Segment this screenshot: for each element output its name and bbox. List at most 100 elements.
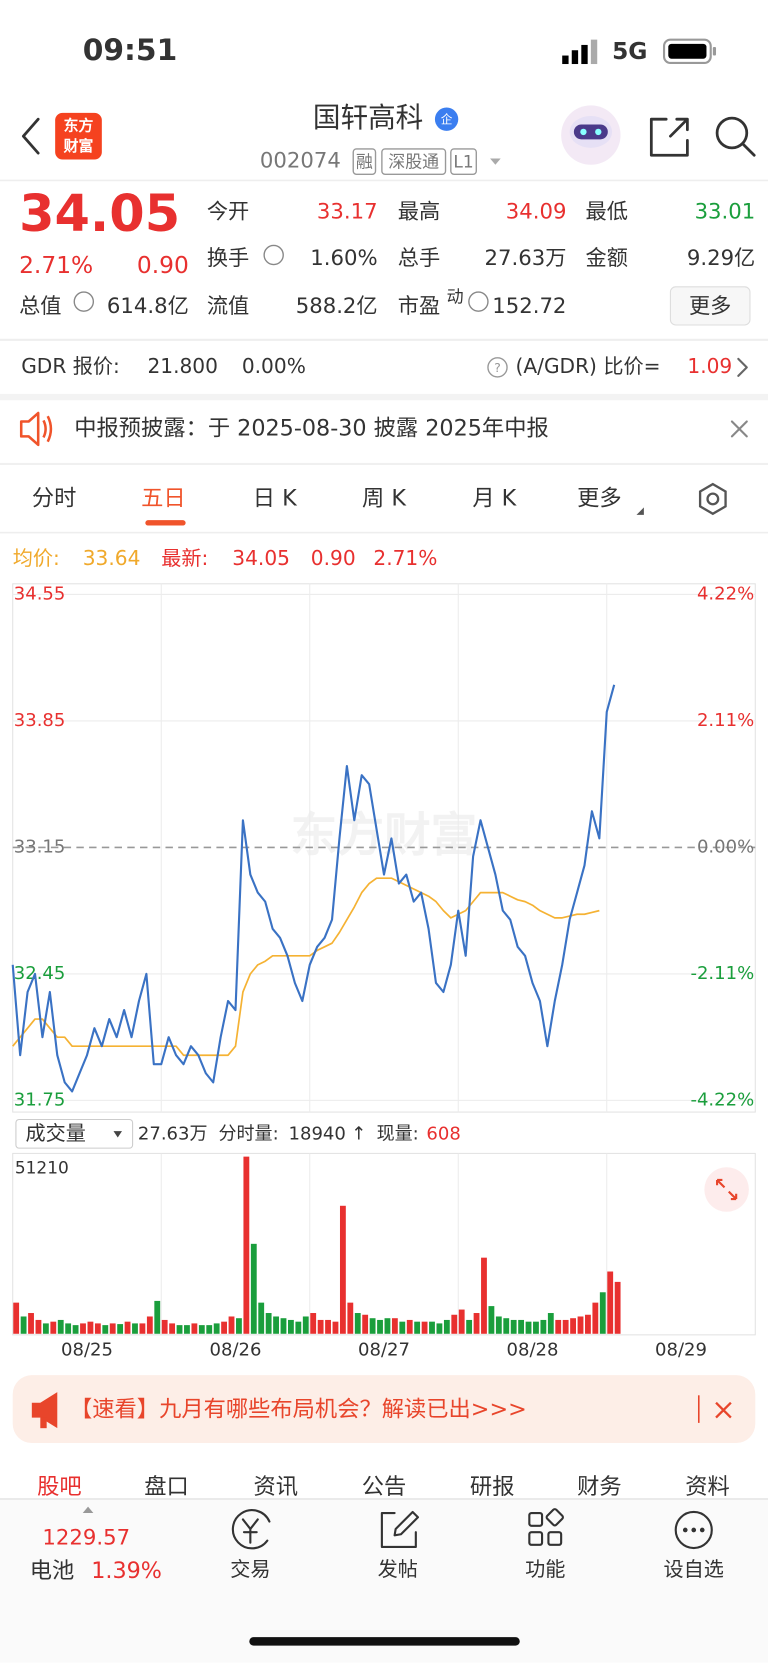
tab[interactable]: 日 K <box>253 485 298 511</box>
volume-bar <box>28 1313 34 1334</box>
volume-bar <box>221 1321 228 1334</box>
field-label: 最高 <box>398 200 440 225</box>
divider <box>0 531 768 534</box>
volume-bar <box>124 1321 131 1334</box>
volume-bar <box>288 1319 294 1334</box>
footer-button[interactable]: 功能 <box>525 1557 565 1581</box>
volume-bar <box>80 1323 86 1334</box>
volume-bar <box>518 1319 525 1334</box>
field-label: 流值 <box>207 294 249 319</box>
volume-bar <box>161 1319 168 1334</box>
assistant-avatar[interactable] <box>561 105 621 165</box>
volume-bar <box>607 1271 614 1334</box>
volume-bar <box>481 1257 487 1334</box>
watchlist-icon[interactable] <box>674 1510 713 1550</box>
volume-bar <box>384 1318 391 1334</box>
now-volume-label: 现量: <box>377 1123 419 1144</box>
bottom-tab[interactable]: 股吧 <box>37 1474 82 1500</box>
bottom-tab[interactable]: 研报 <box>470 1474 515 1500</box>
tab[interactable]: 五日 <box>141 485 186 511</box>
tab-underline <box>145 520 186 526</box>
trade-icon[interactable] <box>231 1509 271 1550</box>
footer-button[interactable]: 设自选 <box>664 1557 724 1581</box>
volume-bar <box>414 1321 421 1334</box>
info-icon[interactable] <box>468 291 489 312</box>
volume-bar <box>510 1319 517 1334</box>
tag: 融 <box>356 153 373 173</box>
footer-button[interactable]: 发帖 <box>378 1557 418 1581</box>
tab[interactable]: 月 K <box>472 485 517 511</box>
bottom-tabs: 股吧 盘口 资讯 公告 研报 财务 资料 <box>37 1474 730 1500</box>
y2-tick-label: 0.00% <box>697 836 754 857</box>
y2-tick-label: 2.11% <box>697 710 754 731</box>
divider <box>0 338 768 341</box>
volume-bar <box>577 1316 584 1334</box>
field-label: 换手 <box>207 246 249 271</box>
info-icon[interactable] <box>263 244 284 266</box>
logo-text: 财富 <box>64 137 94 155</box>
volume-bar <box>295 1321 302 1334</box>
tab[interactable]: 周 K <box>362 485 407 511</box>
info-icon[interactable] <box>73 291 95 312</box>
close-notice[interactable] <box>730 420 748 438</box>
dropdown-arrow[interactable] <box>490 158 501 165</box>
gdr-chevron[interactable] <box>737 357 748 377</box>
latest-pct: 2.71% <box>373 546 437 570</box>
volume-bar <box>42 1323 49 1334</box>
footer-button[interactable]: 交易 <box>230 1557 270 1581</box>
price-line <box>11 684 616 1093</box>
tab[interactable]: 分时 <box>32 485 77 511</box>
volume-bar <box>72 1325 79 1334</box>
search-button[interactable] <box>715 116 756 157</box>
battery-pct: 1.39% <box>91 1558 162 1584</box>
bottom-tab[interactable]: 财务 <box>577 1474 622 1500</box>
logo <box>55 112 102 160</box>
y2-tick-label: -4.22% <box>690 1089 754 1110</box>
stock-code: 002074 <box>260 149 341 174</box>
function-icon[interactable] <box>528 1508 564 1546</box>
tab[interactable]: 更多 <box>577 485 622 511</box>
logo-text: 东方 <box>64 117 94 135</box>
volume-bar <box>265 1313 272 1334</box>
bottom-tab[interactable]: 资讯 <box>254 1474 299 1500</box>
close-banner[interactable] <box>715 1401 732 1419</box>
volume-bar <box>436 1323 443 1334</box>
price: 34.05 <box>19 185 180 244</box>
tag: L1 <box>453 153 473 173</box>
x-tick-label: 08/26 <box>210 1340 262 1361</box>
volume-bar <box>35 1319 42 1334</box>
bottom-tab[interactable]: 资料 <box>685 1474 730 1500</box>
bottom-tab[interactable]: 公告 <box>362 1474 407 1500</box>
latest-value: 34.05 <box>232 546 290 570</box>
divider <box>0 462 768 466</box>
volume-bar <box>406 1319 413 1334</box>
field-label: 市盈 <box>398 294 440 319</box>
volume-dropdown[interactable] <box>15 1118 134 1149</box>
field-value: 1.60% <box>310 246 377 271</box>
network: 5G <box>612 37 647 65</box>
notice[interactable]: 中报预披露：于 2025-08-30 披露 2025年中报 <box>74 415 548 441</box>
share-button[interactable] <box>649 117 689 157</box>
avg-value: 33.64 <box>83 546 141 570</box>
settings-button[interactable] <box>698 482 727 516</box>
volume-bar <box>332 1321 339 1334</box>
volume-bar <box>429 1321 435 1334</box>
volume-bar <box>280 1318 287 1334</box>
signal <box>562 39 598 65</box>
volume-frame <box>12 1152 756 1336</box>
volume-bar <box>525 1321 532 1334</box>
banner[interactable] <box>12 1375 756 1444</box>
gdr-pct: 0.00% <box>242 354 306 378</box>
badge-text: 企 <box>441 113 453 127</box>
volume-bar <box>317 1319 324 1334</box>
back-button[interactable] <box>21 117 40 155</box>
help-icon[interactable] <box>487 357 508 378</box>
bottom-tab[interactable]: 盘口 <box>144 1474 189 1500</box>
x-tick-label: 08/25 <box>61 1340 113 1361</box>
post-icon[interactable] <box>380 1510 420 1549</box>
expand-button[interactable] <box>704 1167 749 1212</box>
index-value: 1229.57 <box>42 1526 130 1551</box>
more-button[interactable] <box>669 286 751 326</box>
banner-separator <box>697 1395 700 1423</box>
field-value: 588.2亿 <box>296 294 378 319</box>
